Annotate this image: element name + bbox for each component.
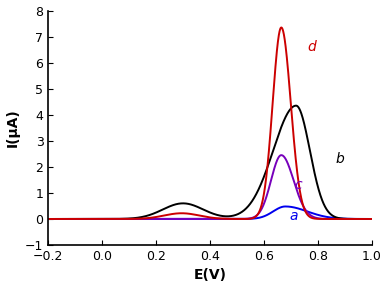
X-axis label: E(V): E(V): [194, 268, 226, 283]
Y-axis label: I(μA): I(μA): [5, 108, 20, 147]
Text: b: b: [335, 152, 344, 166]
Text: c: c: [295, 178, 302, 192]
Text: d: d: [307, 40, 316, 54]
Text: a: a: [289, 209, 298, 223]
